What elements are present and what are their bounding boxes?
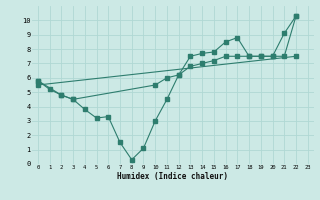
X-axis label: Humidex (Indice chaleur): Humidex (Indice chaleur): [117, 172, 228, 181]
